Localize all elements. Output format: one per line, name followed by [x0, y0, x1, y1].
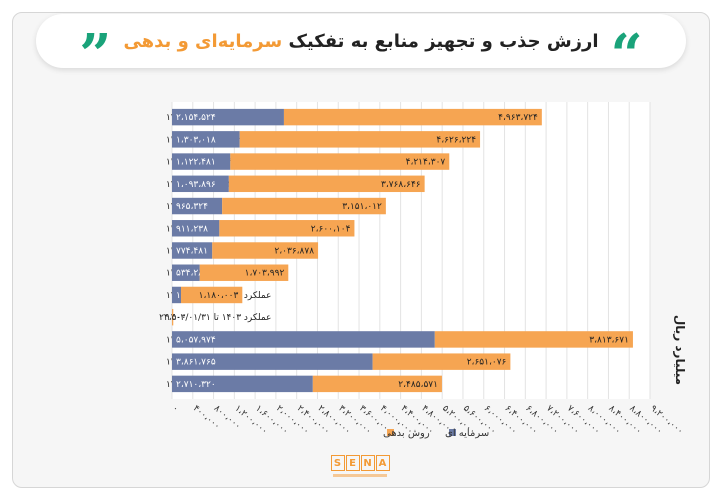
equity-bar [172, 220, 220, 237]
equity-data-label: ۹۶۵،۳۲۴ [176, 202, 208, 212]
debt-data-label: ۱،۷۰۳،۹۹۲ [245, 269, 285, 279]
equity-data-label: ۷۷۴،۴۸۱ [176, 247, 208, 257]
equity-bar [172, 197, 223, 215]
debt-data-label: ۳،۱۵۱،۰۱۲ [342, 202, 382, 212]
debt-bar [181, 286, 243, 304]
legend-label-debt: روش بدهی [383, 428, 430, 439]
debt-data-label: ۴،۹۶۳،۷۲۴ [498, 113, 538, 123]
debt-data-label: ۲،۶۰۰،۱۰۴ [311, 224, 351, 234]
equity-data-label: ۲،۷۱۰،۳۲۰ [176, 380, 216, 390]
equity-data-label: ۱،۳۰۳،۰۱۸ [176, 135, 216, 145]
equity-bar [172, 175, 229, 193]
equity-bar [172, 242, 213, 259]
debt-data-label: ۴،۶۲۶،۲۲۴ [436, 135, 476, 145]
y-axis-label: میلیارد ریال [673, 315, 687, 385]
debt-bar [372, 353, 511, 370]
equity-bar [172, 331, 435, 348]
debt-bar [283, 108, 542, 126]
page-title: ارزش جذب و تجهیز منابع به تفکیک سرمایه‌ا… [123, 31, 598, 52]
title-bar: “ ارزش جذب و تجهیز منابع به تفکیک سرمایه… [36, 14, 686, 68]
legend-swatch-debt [387, 429, 394, 436]
debt-bar [228, 175, 425, 193]
equity-data-label: ۹۱۱،۲۳۸ [176, 224, 208, 234]
legend-label-equity: سرمایه ای [445, 428, 489, 439]
debt-bar [219, 220, 355, 237]
equity-bar [172, 353, 373, 370]
debt-bar [212, 242, 319, 259]
debt-data-label: ۱،۱۸۰،۰۰۳ [199, 291, 239, 301]
title-accent: سرمایه‌ای و بدهی [123, 30, 283, 52]
logo-letter: E [345, 455, 360, 471]
debt-bar [230, 153, 450, 170]
logo-letter: N [360, 455, 375, 471]
equity-bar [172, 286, 182, 304]
equity-bar [172, 375, 313, 393]
quote-icon: ” [79, 27, 112, 67]
equity-data-label: ۵۳۴،۲۸۱ [176, 269, 208, 279]
equity-data-label: ۵،۰۵۷،۹۷۴ [176, 335, 216, 345]
x-tick-label: ۰ [170, 404, 180, 415]
equity-bar [172, 153, 231, 170]
logo-tagline [333, 474, 387, 477]
debt-data-label: ۳،۸۱۳،۶۷۱ [589, 335, 629, 345]
sena-logo: S E N A [330, 455, 390, 485]
logo-letters: S E N A [330, 455, 390, 471]
equity-data-label: ۱،۰۹۳،۸۹۶ [176, 180, 216, 190]
debt-data-label: ۳،۷۶۸،۶۴۶ [381, 180, 421, 190]
category-label: عملکرد ۱۴۰۳ تا ۱۴۰۳/۰۱/۳۱ [166, 313, 271, 323]
debt-data-label: ۲،۴۸۵،۵۷۱ [398, 380, 438, 390]
debt-data-label: ۲،۰۳۶،۸۷۸ [274, 247, 314, 257]
debt-bar [434, 331, 633, 348]
logo-letter: A [375, 455, 390, 471]
debt-bar [172, 308, 174, 326]
equity-bar [172, 108, 284, 126]
equity-data-label: ۱،۱۲۲،۴۸۱ [176, 158, 216, 168]
debt-bar [222, 197, 386, 215]
debt-bar [239, 131, 481, 148]
title-main: ارزش جذب و تجهیز منابع به تفکیک [288, 30, 599, 52]
logo-letter: S [330, 455, 345, 471]
equity-data-label: ۳،۸۶۱،۷۶۵ [176, 358, 216, 368]
equity-bar [172, 264, 200, 281]
debt-data-label: ۴،۲۱۴،۳۰۷ [406, 158, 446, 168]
quote-icon: “ [610, 27, 643, 67]
equity-bar [172, 131, 240, 148]
legend-swatch-equity [449, 429, 456, 436]
debt-data-label: ۲،۶۵۱،۰۷۶ [467, 358, 507, 368]
debt-bar [199, 264, 289, 281]
debt-bar [312, 375, 442, 393]
debt-data-label: ۲۴،۵۰۰ [159, 313, 186, 323]
equity-data-label: ۲،۱۵۴،۵۲۴ [176, 113, 216, 123]
